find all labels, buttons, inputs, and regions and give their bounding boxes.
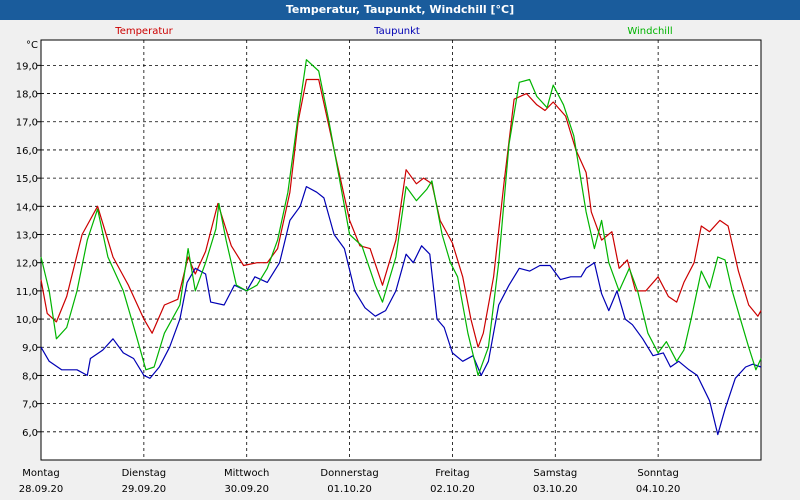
- x-day-label: Dienstag: [122, 468, 167, 479]
- x-date-label: 29.09.20: [122, 484, 167, 495]
- x-day-label: Freitag: [435, 468, 469, 479]
- line-chart: 6,0 7,0 8,0 9,0 10,0 11,0 12,0 13,0 14,0 15,0 16,0…: [16, 26, 762, 495]
- y-tick-label: 17,0: [16, 118, 38, 129]
- x-day-label: Mittwoch: [224, 468, 269, 479]
- y-tick-label: 12,0: [16, 259, 38, 270]
- y-tick-label: 14,0: [16, 202, 38, 213]
- y-tick-label: 6,0: [22, 428, 38, 439]
- series-lines: [40, 59, 762, 436]
- y-tick-label: 18,0: [16, 90, 38, 101]
- plot-frame: [40, 39, 762, 461]
- y-tick-label: 16,0: [16, 146, 38, 157]
- x-date-label: 01.10.20: [327, 484, 372, 495]
- series-line-windchill: [40, 59, 762, 376]
- x-day-label: Montag: [22, 468, 59, 479]
- x-day-label: Sonntag: [637, 468, 679, 479]
- y-tick-label: 13,0: [16, 230, 38, 241]
- y-tick-label: 10,0: [16, 315, 38, 326]
- y-axis-label: °C: [26, 40, 38, 51]
- y-tick-label: 8,0: [22, 371, 38, 382]
- legend-temperatur: Temperatur: [114, 26, 173, 37]
- y-axis-ticks: 6,0 7,0 8,0 9,0 10,0 11,0 12,0 13,0 14,0 15,0 16,0…: [16, 61, 41, 439]
- y-tick-label: 19,0: [16, 61, 38, 72]
- y-tick-label: 9,0: [22, 343, 38, 354]
- chart-title: Temperatur, Taupunkt, Windchill [°C]: [0, 0, 800, 20]
- legend-taupunkt: Taupunkt: [373, 26, 420, 37]
- x-day-label: Donnerstag: [320, 468, 378, 479]
- y-tick-label: 7,0: [22, 400, 38, 411]
- legend-windchill: Windchill: [627, 26, 672, 37]
- grid-lines: [41, 40, 761, 460]
- x-date-label: 03.10.20: [533, 484, 578, 495]
- x-day-label: Samstag: [533, 468, 577, 479]
- y-tick-label: 15,0: [16, 174, 38, 185]
- series-line-taupunkt: [40, 186, 762, 436]
- x-date-label: 30.09.20: [224, 484, 269, 495]
- x-axis-ticks: Montag 28.09.20 Dienstag 29.09.20 Mittwoch 30…: [19, 468, 681, 495]
- plot-area: [40, 39, 762, 461]
- x-date-label: 02.10.20: [430, 484, 475, 495]
- x-date-label: 04.10.20: [636, 484, 681, 495]
- x-date-label: 28.09.20: [19, 484, 64, 495]
- y-tick-label: 11,0: [16, 287, 38, 298]
